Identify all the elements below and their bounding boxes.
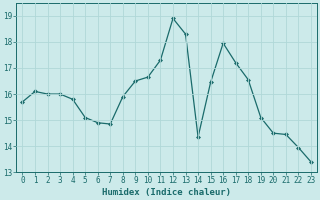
X-axis label: Humidex (Indice chaleur): Humidex (Indice chaleur) [102, 188, 231, 197]
